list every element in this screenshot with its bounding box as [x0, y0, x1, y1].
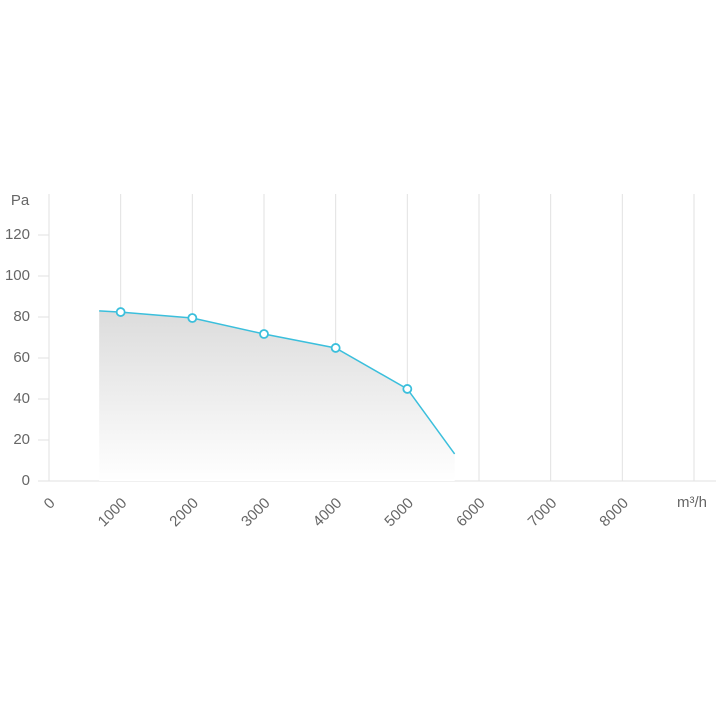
x-tick-label: 7000 — [525, 495, 561, 531]
point — [115, 307, 126, 317]
point — [402, 384, 413, 394]
y-tick-label: 20 — [13, 431, 30, 448]
point — [259, 329, 269, 339]
area — [99, 310, 455, 481]
x-tick-label: 4000 — [310, 495, 346, 531]
y-axis-label: Pa — [11, 192, 30, 209]
x-tick-label: 8000 — [596, 495, 632, 531]
y-tick-label: 120 — [5, 226, 30, 243]
x-tick-label: 1000 — [95, 495, 131, 531]
y-tick-label: 60 — [13, 349, 30, 366]
x-tick-label: 2000 — [166, 495, 202, 531]
x-tick-label: 0 — [41, 495, 59, 513]
y-tick-label: 40 — [13, 390, 30, 407]
y-tick-label: 0 — [22, 472, 30, 489]
y-tick-label: 100 — [5, 267, 30, 284]
x-tick-label: 5000 — [381, 495, 417, 531]
y-tick-label: 80 — [13, 308, 30, 325]
point — [187, 313, 198, 323]
x-tick-label: 3000 — [238, 495, 274, 531]
x-axis-label: m³/h — [677, 494, 707, 511]
point — [330, 343, 341, 353]
x-tick-label: 6000 — [453, 495, 489, 531]
